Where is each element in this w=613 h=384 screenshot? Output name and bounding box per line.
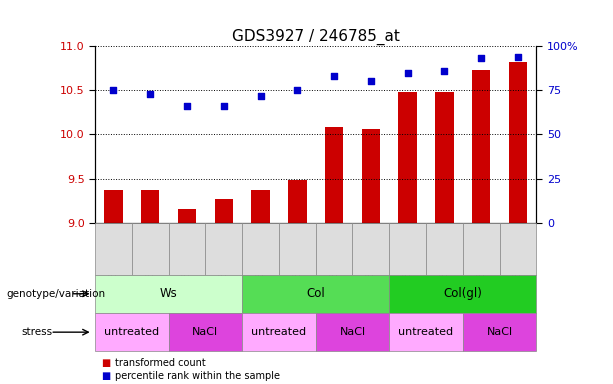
Text: stress: stress bbox=[21, 327, 53, 337]
Bar bbox=[398, 92, 417, 223]
Point bbox=[513, 54, 523, 60]
Text: Col(gl): Col(gl) bbox=[443, 287, 482, 300]
Bar bbox=[141, 190, 159, 223]
Bar bbox=[104, 190, 123, 223]
Point bbox=[476, 55, 486, 61]
Point bbox=[219, 103, 229, 109]
Text: Col: Col bbox=[306, 287, 325, 300]
Bar bbox=[178, 210, 196, 223]
Bar bbox=[288, 180, 306, 223]
Point bbox=[292, 87, 302, 93]
Text: NaCl: NaCl bbox=[487, 327, 512, 337]
Bar bbox=[509, 62, 527, 223]
Text: transformed count: transformed count bbox=[115, 358, 205, 368]
Text: percentile rank within the sample: percentile rank within the sample bbox=[115, 371, 280, 381]
Bar bbox=[325, 127, 343, 223]
Text: untreated: untreated bbox=[251, 327, 306, 337]
Text: untreated: untreated bbox=[398, 327, 454, 337]
Bar bbox=[362, 129, 380, 223]
Point bbox=[366, 78, 376, 84]
Bar bbox=[215, 199, 233, 223]
Bar bbox=[251, 190, 270, 223]
Text: NaCl: NaCl bbox=[340, 327, 365, 337]
Bar bbox=[435, 92, 454, 223]
Point bbox=[109, 87, 118, 93]
Text: NaCl: NaCl bbox=[192, 327, 218, 337]
Point bbox=[182, 103, 192, 109]
Text: Ws: Ws bbox=[160, 287, 177, 300]
Text: untreated: untreated bbox=[104, 327, 159, 337]
Text: genotype/variation: genotype/variation bbox=[6, 289, 105, 299]
Text: ■: ■ bbox=[101, 358, 110, 368]
Point bbox=[256, 93, 265, 99]
Point bbox=[329, 73, 339, 79]
Point bbox=[440, 68, 449, 74]
Title: GDS3927 / 246785_at: GDS3927 / 246785_at bbox=[232, 28, 400, 45]
Text: ■: ■ bbox=[101, 371, 110, 381]
Bar bbox=[472, 70, 490, 223]
Point bbox=[403, 70, 413, 76]
Point bbox=[145, 91, 155, 97]
